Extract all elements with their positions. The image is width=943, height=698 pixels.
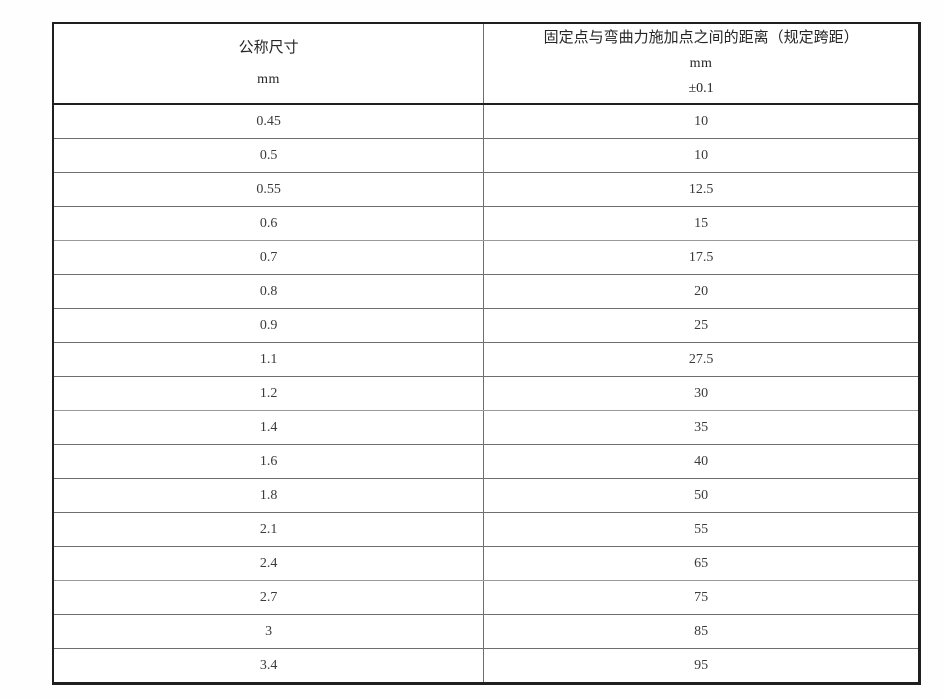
nominal-size-cell: 1.2	[52, 376, 485, 411]
nominal-size-cell: 0.9	[52, 308, 485, 343]
span-distance-cell: 35	[483, 410, 920, 445]
nominal-size-cell: 2.1	[52, 512, 485, 547]
table-row: 0.7 17.5	[52, 240, 920, 275]
table-row: 2.7 75	[52, 580, 920, 615]
table-row: 2.1 55	[52, 512, 920, 547]
span-distance-cell: 12.5	[483, 172, 920, 207]
table-row: 0.55 12.5	[52, 172, 920, 207]
nominal-size-cell: 1.8	[52, 478, 485, 513]
table-header: 公称尺寸 mm 固定点与弯曲力施加点之间的距离（规定跨距） mm ±0.1	[52, 22, 920, 105]
table-row: 3 85	[52, 614, 920, 649]
table-row: 0.5 10	[52, 138, 920, 173]
span-distance-title: 固定点与弯曲力施加点之间的距离（规定跨距）	[543, 30, 859, 46]
span-distance-cell: 85	[483, 614, 920, 649]
header-span-distance: 固定点与弯曲力施加点之间的距离（规定跨距） mm ±0.1	[483, 22, 920, 105]
span-distance-cell: 75	[483, 580, 920, 615]
table-row: 0.6 15	[52, 206, 920, 241]
header-nominal-size: 公称尺寸 mm	[52, 22, 485, 105]
span-distance-cell: 40	[483, 444, 920, 479]
span-distance-cell: 50	[483, 478, 920, 513]
nominal-size-cell: 0.5	[52, 138, 485, 173]
nominal-size-cell: 2.4	[52, 546, 485, 581]
table-row: 1.6 40	[52, 444, 920, 479]
table-row: 1.1 27.5	[52, 342, 920, 377]
nominal-size-cell: 0.6	[52, 206, 485, 241]
nominal-size-cell: 3	[52, 614, 485, 649]
nominal-size-cell: 0.45	[52, 103, 485, 139]
nominal-size-cell: 1.6	[52, 444, 485, 479]
header-row: 公称尺寸 mm 固定点与弯曲力施加点之间的距离（规定跨距） mm ±0.1	[52, 22, 920, 105]
nominal-size-cell: 0.8	[52, 274, 485, 309]
nominal-size-unit: mm	[257, 71, 280, 87]
nominal-size-cell: 3.4	[52, 648, 485, 684]
span-distance-cell: 27.5	[483, 342, 920, 377]
table-row: 1.2 30	[52, 376, 920, 411]
span-distance-tolerance: ±0.1	[688, 81, 714, 96]
span-distance-cell: 95	[483, 648, 920, 684]
span-distance-cell: 10	[483, 103, 920, 139]
nominal-size-cell: 1.1	[52, 342, 485, 377]
span-distance-cell: 10	[483, 138, 920, 173]
table-row: 1.8 50	[52, 478, 920, 513]
table-body: 0.45 10 0.5 10 0.55 12.5 0.6 15 0.7 17.5…	[52, 103, 920, 684]
nominal-size-cell: 2.7	[52, 580, 485, 615]
span-distance-cell: 20	[483, 274, 920, 309]
table-row: 2.4 65	[52, 546, 920, 581]
span-distance-cell: 65	[483, 546, 920, 581]
span-distance-cell: 17.5	[483, 240, 920, 275]
nominal-size-title: 公称尺寸	[238, 39, 299, 56]
span-distance-unit: mm	[689, 56, 713, 71]
span-distance-cell: 25	[483, 308, 920, 343]
span-distance-cell: 30	[483, 376, 920, 411]
table-row: 1.4 35	[52, 410, 920, 445]
nominal-size-cell: 1.4	[52, 410, 485, 445]
table-row: 0.45 10	[52, 103, 920, 139]
table-row: 0.9 25	[52, 308, 920, 343]
nominal-size-cell: 0.7	[52, 240, 485, 275]
table-row: 3.4 95	[52, 648, 920, 684]
spec-table: 公称尺寸 mm 固定点与弯曲力施加点之间的距离（规定跨距） mm ±0.1 0.…	[52, 22, 921, 685]
table-row: 0.8 20	[52, 274, 920, 309]
span-distance-cell: 15	[483, 206, 920, 241]
span-distance-cell: 55	[483, 512, 920, 547]
nominal-size-cell: 0.55	[52, 172, 485, 207]
